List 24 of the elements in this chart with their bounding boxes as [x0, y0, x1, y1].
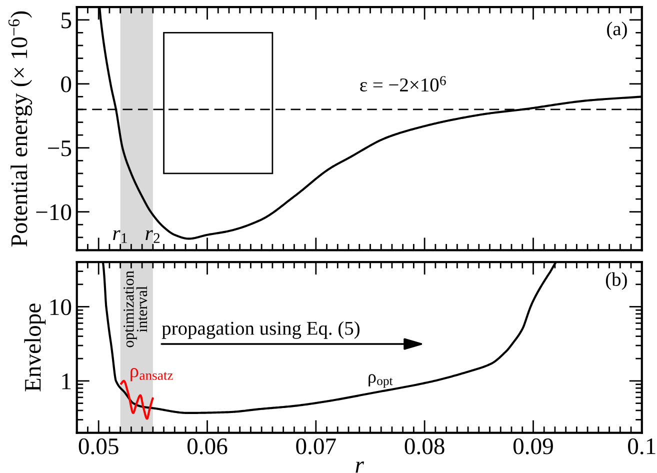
- annotation: (b): [606, 272, 627, 290]
- series-label: ρ$_{ansatz}$: [130, 368, 173, 382]
- series-label: ρ$_{opt}$: [368, 374, 393, 388]
- annotation: r$_{1}$: [113, 230, 127, 243]
- x-tick-label: 0.09: [513, 438, 553, 454]
- ref-line-label: ε = −2×10$^{6}$: [360, 76, 446, 92]
- annotation: propagation using Eq. (5): [162, 321, 360, 339]
- x-tick-label: 0.06: [188, 438, 228, 454]
- x-tick-label: 0.1: [628, 438, 656, 454]
- x-axis-title: r: [356, 462, 364, 473]
- y-axis-title: Envelope: [24, 304, 46, 392]
- x-tick-label: 0.07: [296, 438, 336, 454]
- y-tick-label: 1: [62, 374, 71, 390]
- x-tick-label: 0.08: [404, 438, 444, 454]
- annotation: r$_{2}$: [146, 230, 160, 243]
- y-tick-label: −5: [48, 140, 72, 156]
- annotation: (a): [607, 22, 627, 40]
- band-label: optimization interval: [124, 270, 148, 348]
- y-tick-label: 0: [61, 76, 72, 92]
- y-tick-label: 5: [62, 12, 72, 28]
- y-tick-label: −10: [36, 204, 72, 220]
- x-tick-label: 0.05: [78, 438, 118, 454]
- y-axis-title: Potential energy (× 10$^{−6}$): [8, 11, 32, 247]
- y-tick-label: 10: [50, 299, 72, 316]
